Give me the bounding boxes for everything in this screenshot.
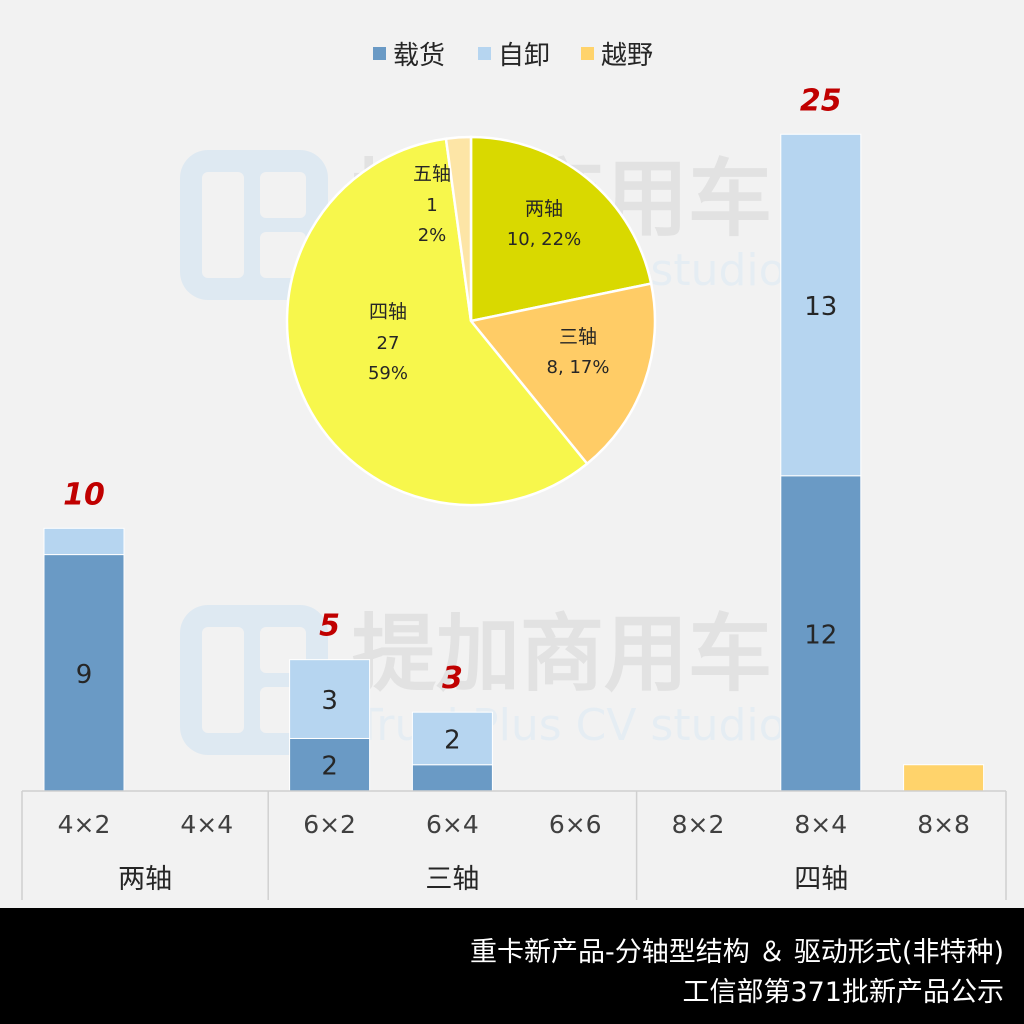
pie-slice-percent: 59% bbox=[368, 363, 408, 384]
caption-banner: 重卡新产品-分轴型结构 ＆ 驱动形式(非特种) 工信部第371批新产品公示 bbox=[0, 908, 1024, 1024]
legend: 载货 自卸 越野 bbox=[373, 41, 653, 71]
pie-slice bbox=[469, 135, 653, 323]
pie-slice-label: 三轴 bbox=[559, 326, 597, 348]
bar-segment-label: 12 bbox=[804, 620, 837, 650]
bar-segment bbox=[43, 554, 125, 792]
bar-segment-label: 3 bbox=[321, 686, 338, 716]
bar-segment bbox=[289, 737, 371, 792]
x-group-label: 四轴 bbox=[794, 864, 848, 895]
x-tick-label: 8×4 bbox=[794, 810, 847, 839]
pie-slice bbox=[444, 135, 473, 322]
pie-slice-percent: 2% bbox=[418, 225, 447, 246]
x-tick-label: 6×2 bbox=[303, 810, 356, 839]
bar-segment-label: 13 bbox=[804, 292, 837, 322]
x-tick-label: 8×2 bbox=[672, 810, 725, 839]
bar-segment-label: 2 bbox=[321, 752, 338, 782]
bar-segment bbox=[411, 711, 493, 766]
bar-total-label: 10 bbox=[63, 477, 105, 512]
pie-slice-value: 8, 17% bbox=[547, 357, 610, 378]
category-axis: 4×2 4×4 6×2 6×4 6×6 8×2 8×4 8×8 两轴 三轴 四轴 bbox=[21, 790, 1007, 900]
caption-title: 重卡新产品-分轴型结构 ＆ 驱动形式(非特种) bbox=[470, 937, 1004, 968]
pie-slice-label: 两轴 bbox=[525, 198, 563, 220]
pie-slice bbox=[285, 137, 589, 507]
pie-slice-value: 27 bbox=[377, 333, 400, 354]
bar-segment bbox=[780, 133, 862, 477]
legend-swatch-offroad bbox=[581, 47, 594, 60]
legend-label-offroad: 越野 bbox=[601, 41, 653, 71]
x-tick-label: 4×4 bbox=[180, 810, 233, 839]
bar-series-layer: 9 10 2 3 5 2 3 12 13 25 bbox=[43, 83, 985, 792]
pie-slice-label: 四轴 bbox=[369, 301, 407, 323]
legend-swatch-dump bbox=[478, 47, 491, 60]
bar-segment-label: 9 bbox=[76, 660, 93, 690]
pie-slice-value: 1 bbox=[426, 195, 437, 216]
x-tick-label: 8×8 bbox=[917, 810, 970, 839]
caption-subtitle: 工信部第371批新产品公示 bbox=[682, 977, 1004, 1008]
x-tick-label: 4×2 bbox=[58, 810, 111, 839]
pie-slice-label: 五轴 bbox=[413, 163, 451, 185]
legend-label-cargo: 载货 bbox=[393, 41, 445, 71]
bar-total-label: 5 bbox=[319, 609, 340, 644]
bar-segment bbox=[289, 659, 371, 739]
bar-total-label: 3 bbox=[442, 661, 463, 696]
watermark-brand-text: 提加商用车 bbox=[352, 605, 772, 703]
x-group-label: 三轴 bbox=[425, 864, 479, 895]
bar-segment bbox=[903, 764, 985, 792]
bar-segment bbox=[43, 527, 125, 556]
bar-segment-label: 2 bbox=[444, 725, 461, 755]
x-group-label: 两轴 bbox=[118, 864, 172, 895]
pie-slice bbox=[468, 282, 657, 466]
pie-chart: 两轴 10, 22% 三轴 8, 17% 四轴 27 59% 五轴 1 2% bbox=[285, 135, 657, 507]
x-tick-label: 6×4 bbox=[426, 810, 479, 839]
legend-label-dump: 自卸 bbox=[498, 41, 550, 71]
x-tick-label: 6×6 bbox=[549, 810, 602, 839]
legend-swatch-cargo bbox=[373, 47, 386, 60]
pie-slice-value: 10, 22% bbox=[507, 229, 581, 250]
bar-total-label: 25 bbox=[800, 83, 842, 118]
bar-segment bbox=[411, 764, 493, 792]
bar-segment bbox=[780, 475, 862, 792]
